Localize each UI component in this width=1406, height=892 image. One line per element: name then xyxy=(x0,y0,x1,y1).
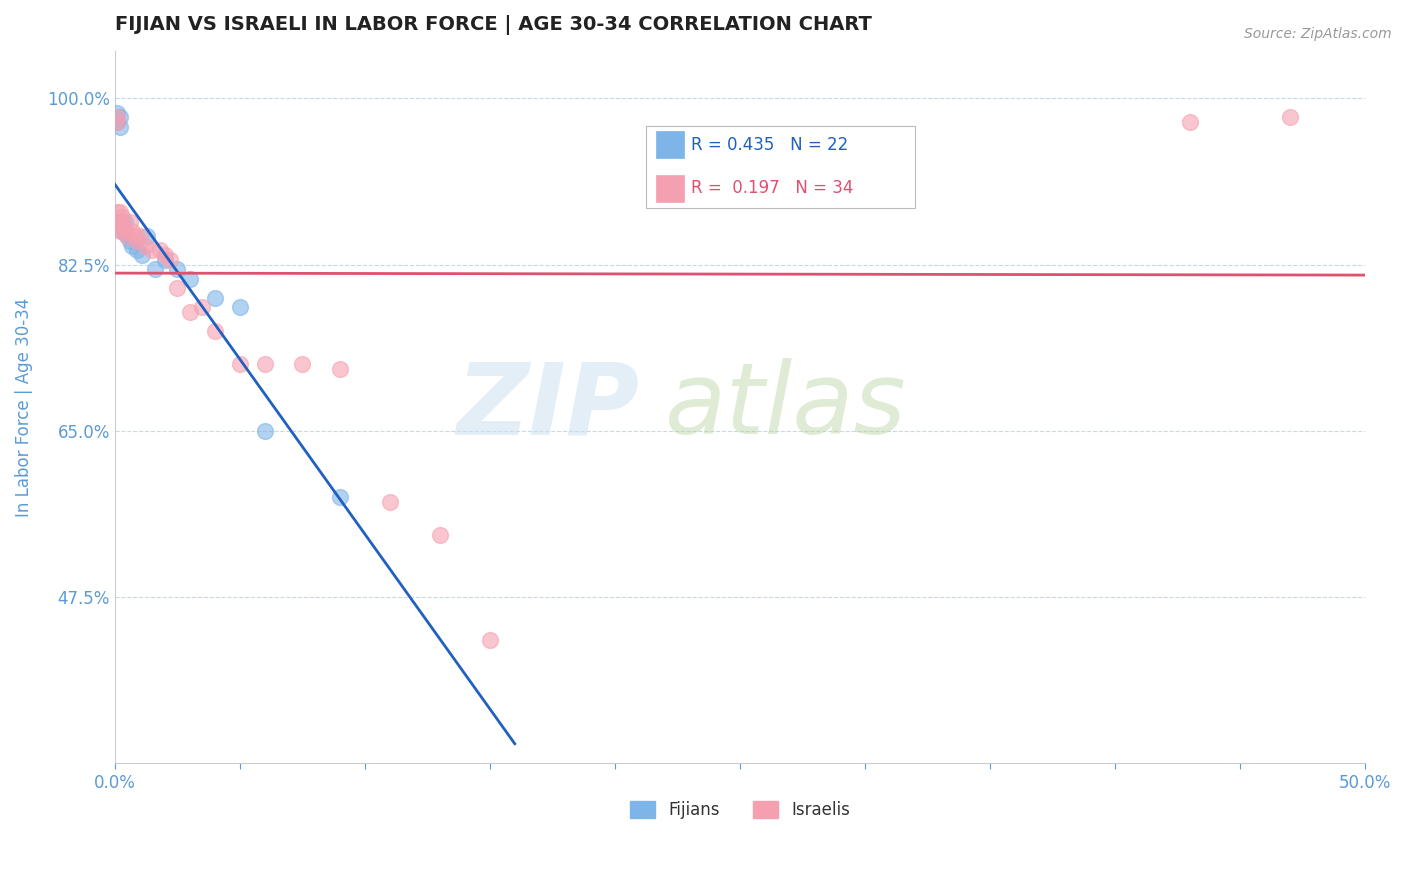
Point xyxy=(105,105,128,120)
Point xyxy=(108,224,131,238)
Point xyxy=(153,252,176,267)
Point xyxy=(204,291,226,305)
Point xyxy=(114,224,136,238)
Point xyxy=(136,229,159,244)
Point xyxy=(114,224,136,238)
Point xyxy=(121,224,143,238)
Point xyxy=(114,215,136,229)
Point xyxy=(111,224,134,238)
Point xyxy=(329,362,352,376)
Point xyxy=(131,248,153,262)
Point xyxy=(108,120,131,134)
Point xyxy=(1278,111,1301,125)
Text: R = 0.435   N = 22: R = 0.435 N = 22 xyxy=(690,136,848,153)
Point xyxy=(118,215,141,229)
Point xyxy=(128,229,150,244)
Point xyxy=(229,357,252,371)
Point xyxy=(111,215,134,229)
Point xyxy=(179,305,201,319)
Point xyxy=(105,205,128,219)
Text: atlas: atlas xyxy=(665,359,907,456)
Point xyxy=(111,210,134,224)
Point xyxy=(291,357,314,371)
Text: ZIP: ZIP xyxy=(457,359,640,456)
Text: Source: ZipAtlas.com: Source: ZipAtlas.com xyxy=(1244,27,1392,41)
Point xyxy=(229,300,252,314)
Point xyxy=(117,229,139,244)
Point xyxy=(378,495,401,509)
Point xyxy=(124,229,146,244)
Y-axis label: In Labor Force | Age 30-34: In Labor Force | Age 30-34 xyxy=(15,297,32,516)
Point xyxy=(108,215,131,229)
Point xyxy=(105,215,128,229)
Point xyxy=(153,248,176,262)
Point xyxy=(111,219,134,234)
Point xyxy=(127,234,149,248)
Point xyxy=(478,632,501,647)
Legend: Fijians, Israelis: Fijians, Israelis xyxy=(623,795,856,826)
Point xyxy=(253,357,276,371)
Point xyxy=(105,115,128,129)
Point xyxy=(105,111,128,125)
Point xyxy=(191,300,214,314)
Point xyxy=(179,272,201,286)
Point xyxy=(166,281,188,295)
FancyBboxPatch shape xyxy=(657,131,683,159)
Point xyxy=(143,262,166,277)
Point xyxy=(108,111,131,125)
Point xyxy=(166,262,188,277)
Point xyxy=(118,234,141,248)
Point xyxy=(253,424,276,438)
Point xyxy=(117,229,139,244)
Point xyxy=(121,238,143,252)
Point xyxy=(134,238,156,252)
Point xyxy=(149,244,172,258)
Point xyxy=(105,115,128,129)
Point xyxy=(429,528,451,542)
Point xyxy=(127,244,149,258)
Text: R =  0.197   N = 34: R = 0.197 N = 34 xyxy=(690,179,853,197)
Point xyxy=(204,324,226,338)
FancyBboxPatch shape xyxy=(645,126,915,208)
Point xyxy=(1178,115,1201,129)
FancyBboxPatch shape xyxy=(657,175,683,202)
Text: FIJIAN VS ISRAELI IN LABOR FORCE | AGE 30-34 CORRELATION CHART: FIJIAN VS ISRAELI IN LABOR FORCE | AGE 3… xyxy=(115,15,872,35)
Point xyxy=(159,252,181,267)
Point xyxy=(141,244,163,258)
Point xyxy=(108,205,131,219)
Point xyxy=(329,490,352,504)
